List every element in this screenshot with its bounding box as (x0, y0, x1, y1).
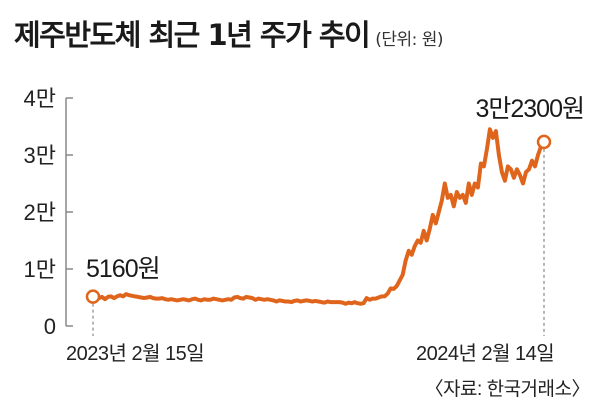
y-tick-label: 0 (44, 314, 56, 339)
y-ticks: 0 1만 2만 3만 4만 (24, 86, 73, 339)
y-tick-label: 1만 (24, 257, 56, 282)
unit-note: (단위: 원) (375, 30, 444, 50)
end-point-marker (536, 134, 552, 150)
x-label-start: 2023년 2월 15일 (66, 342, 204, 365)
end-annotation: 3만2300원 (475, 95, 584, 123)
price-series-line (91, 127, 546, 306)
y-tick-label: 3만 (24, 143, 56, 168)
source-note: 〈자료: 한국거래소〉 (425, 378, 590, 400)
y-tick-label: 2만 (24, 200, 56, 225)
y-tick-label: 4만 (24, 86, 56, 111)
x-label-end: 2024년 2월 14일 (416, 342, 554, 365)
chart-title-block: 제주반도체 최근 1년 주가 추이 (단위: 원) (14, 12, 444, 54)
start-point-marker (85, 289, 101, 304)
start-annotation: 5160원 (86, 255, 160, 283)
chart-title: 제주반도체 최근 1년 주가 추이 (14, 18, 371, 52)
